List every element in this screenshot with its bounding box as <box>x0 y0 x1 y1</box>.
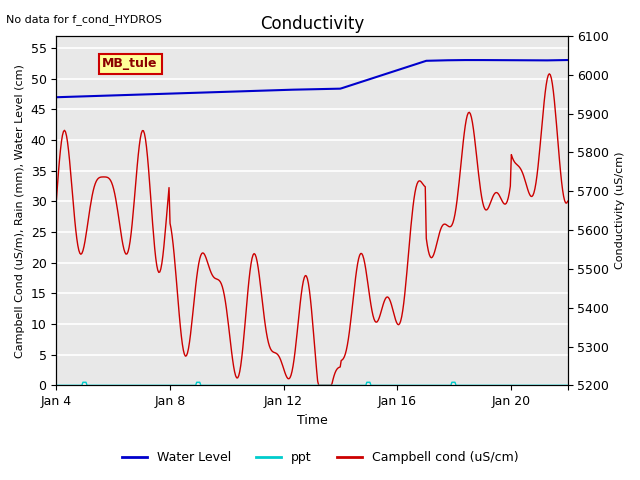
Title: Conductivity: Conductivity <box>260 15 364 33</box>
Y-axis label: Campbell Cond (uS/m), Rain (mm), Water Level (cm): Campbell Cond (uS/m), Rain (mm), Water L… <box>15 64 25 358</box>
Text: MB_tule: MB_tule <box>102 58 158 71</box>
Text: No data for f_cond_HYDROS: No data for f_cond_HYDROS <box>6 14 163 25</box>
X-axis label: Time: Time <box>296 414 328 427</box>
Y-axis label: Conductivity (uS/cm): Conductivity (uS/cm) <box>615 152 625 269</box>
Legend: Water Level, ppt, Campbell cond (uS/cm): Water Level, ppt, Campbell cond (uS/cm) <box>116 446 524 469</box>
